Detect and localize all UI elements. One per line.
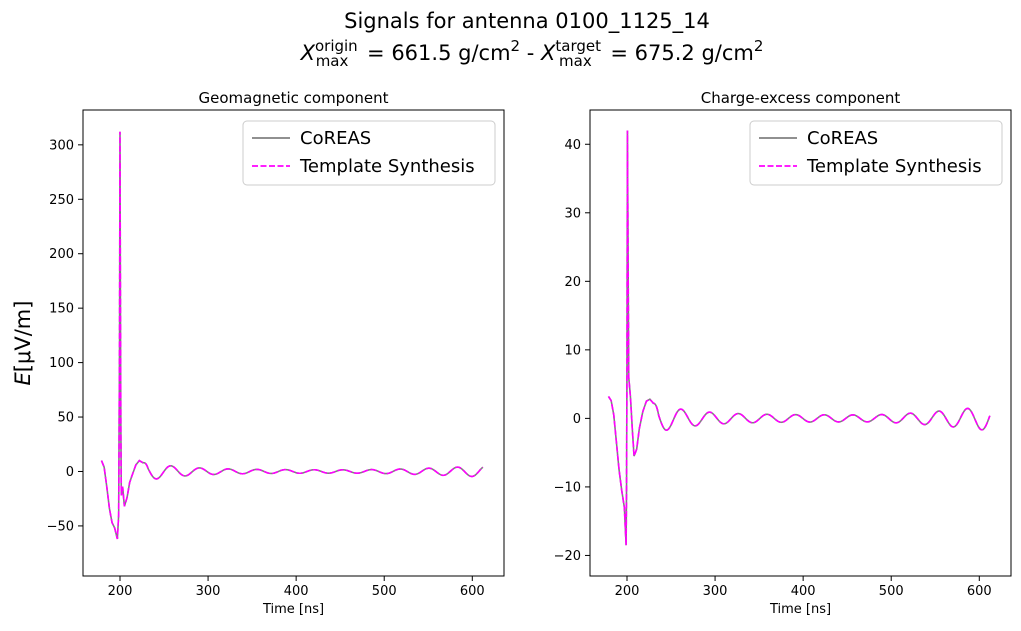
xmax-target-symbol: X [540, 41, 556, 65]
xmax-target-value: = 675.2 g/cm [604, 41, 754, 65]
x-tick-label: 600 [967, 584, 992, 599]
x-tick-label: 300 [703, 584, 728, 599]
y-tick-label: 50 [57, 411, 74, 426]
subplot-charge-excess: 200 300 400 500 600 −20 −10 0 10 20 30 40 Charge-exc… [554, 89, 1012, 617]
x-axis-label: Time [ns] [769, 602, 831, 617]
x-tick-label: 600 [460, 584, 485, 599]
y-tick-label: 200 [49, 247, 74, 262]
x-axis-label: Time [ns] [262, 602, 324, 617]
series-line-template-synthesis [607, 130, 991, 546]
y-axis-label-unit: [μV/m] [11, 301, 35, 373]
legend: CoREAS Template Synthesis [749, 120, 1003, 186]
y-tick-label: −10 [554, 480, 581, 495]
legend: CoREAS Template Synthesis [242, 120, 496, 186]
x-tick-label: 400 [284, 584, 309, 599]
figure-subtitle-xmax: Xorigin max = 661.5 g/cm2 - Xtarget max = … [300, 37, 764, 70]
xmax-origin-sub: max [316, 52, 349, 70]
x-tick-label: 500 [372, 584, 397, 599]
y-tick-label: 300 [49, 138, 74, 153]
x-tick-label: 400 [791, 584, 816, 599]
y-tick-label: 0 [66, 465, 74, 480]
plot-frame [589, 109, 1012, 577]
y-tick-label: 40 [564, 138, 581, 153]
series-line-template-synthesis [100, 131, 484, 540]
xmax-separator: - [520, 41, 541, 65]
xmax-origin-sup: origin [315, 37, 358, 55]
xmax-target-sub: max [559, 52, 592, 70]
figure-title: Signals for antenna 0100_1125_14 [344, 9, 710, 34]
subplots: 200 300 400 500 600−50050100150200250300Geom… [47, 89, 1012, 617]
x-tick-label: 200 [108, 584, 133, 599]
unit-sup-target: 2 [754, 37, 764, 55]
y-tick-label: 30 [564, 206, 581, 221]
y-tick-label: −50 [47, 519, 74, 534]
y-tick-label: 0 [573, 412, 581, 427]
y-tick-label: −20 [554, 549, 581, 564]
y-axis-label: E[μV/m] [11, 301, 35, 386]
y-axis-label-symbol: E [11, 371, 35, 385]
xmax-origin-value: = 661.5 g/cm [360, 41, 510, 65]
legend-label: CoREAS [300, 128, 371, 149]
x-tick-label: 500 [879, 584, 904, 599]
legend-box [749, 120, 1003, 186]
y-tick-label: 150 [49, 302, 74, 317]
xmax-target-sup: target [555, 37, 601, 55]
legend-label: Template Synthesis [806, 156, 982, 177]
y-tick-label: 100 [49, 356, 74, 371]
subplot-title: Geomagnetic component [198, 89, 388, 107]
legend-label: CoREAS [807, 128, 878, 149]
x-tick-label: 200 [615, 584, 640, 599]
subplot-geomagnetic: 200 300 400 500 600 −50 0 50 100 150 200 250 300 Geom… [47, 89, 505, 617]
plot-frame [82, 109, 505, 577]
xmax-origin-symbol: X [300, 41, 316, 65]
legend-box [242, 120, 496, 186]
y-tick-label: 20 [564, 275, 581, 290]
series-line-coreas [607, 130, 991, 546]
unit-sup-origin: 2 [511, 37, 521, 55]
subplot-title: Charge-excess component [701, 89, 901, 107]
x-tick-label: 300 [196, 584, 221, 599]
y-tick-label: 250 [49, 193, 74, 208]
y-tick-label: 10 [564, 343, 581, 358]
legend-label: Template Synthesis [299, 156, 475, 177]
